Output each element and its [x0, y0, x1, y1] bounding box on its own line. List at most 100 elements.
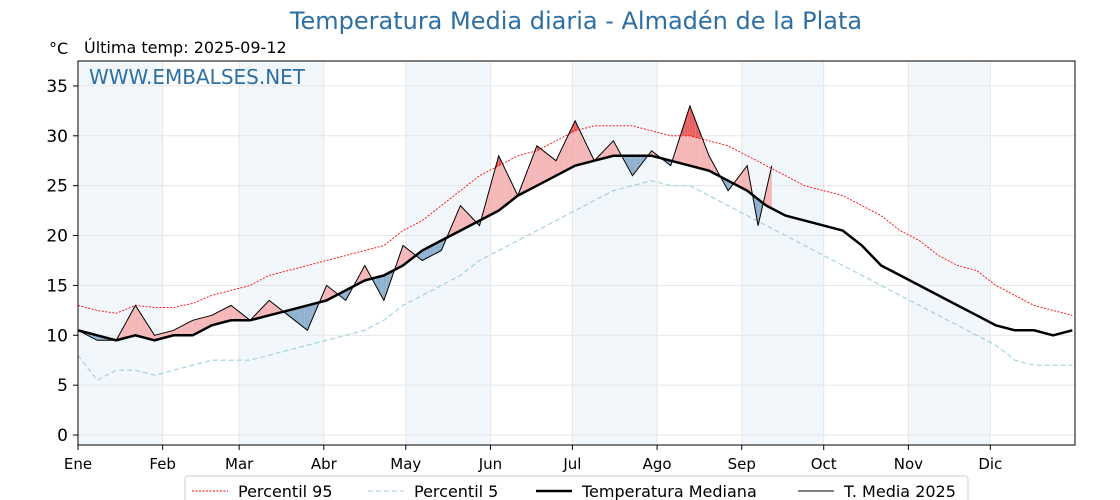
- warm-anomaly-fill: [359, 270, 363, 284]
- cool-anomaly-fill: [632, 155, 636, 176]
- warm-anomaly-fill: [214, 312, 218, 325]
- warm-anomaly-fill: [397, 253, 401, 269]
- warm-anomaly-fill: [766, 177, 770, 208]
- warm-anomaly-fill: [129, 310, 133, 337]
- x-tick-label: Dic: [978, 455, 1002, 473]
- warm-anomaly-fill: [504, 167, 507, 207]
- y-tick-label: 35: [46, 77, 68, 97]
- warm-anomaly-fill: [528, 160, 532, 190]
- warm-anomaly-fill: [613, 140, 617, 156]
- warm-anomaly-fill: [200, 317, 204, 332]
- warm-anomaly-fill: [271, 302, 275, 315]
- warm-anomaly-fill: [536, 145, 540, 186]
- warm-anomaly-fill: [269, 300, 272, 316]
- warm-anomaly-fill: [703, 141, 707, 171]
- cool-anomaly-fill: [640, 155, 644, 166]
- warm-anomaly-fill: [739, 172, 742, 188]
- cool-anomaly-fill: [755, 197, 759, 226]
- warm-anomaly-fill: [143, 318, 147, 339]
- warm-anomaly-fill: [580, 132, 584, 165]
- x-tick-label: Feb: [149, 455, 176, 473]
- warm-anomaly-fill: [140, 313, 144, 338]
- warm-anomaly-fill: [736, 176, 740, 187]
- warm-anomaly-fill: [520, 181, 524, 195]
- warm-anomaly-fill: [121, 325, 125, 339]
- warm-anomaly-fill: [228, 305, 231, 322]
- warm-anomaly-fill: [138, 309, 141, 337]
- warm-anomaly-fill: [463, 208, 466, 230]
- warm-anomaly-fill: [607, 143, 611, 158]
- cool-anomaly-fill: [378, 276, 382, 296]
- x-tick-label: Jun: [478, 455, 502, 473]
- month-bands: [78, 61, 991, 445]
- warm-anomaly-fill: [225, 306, 229, 322]
- warm-anomaly-fill: [118, 330, 122, 340]
- warm-anomaly-fill: [149, 326, 152, 340]
- warm-anomaly-fill: [329, 287, 333, 299]
- cool-anomaly-fill: [629, 155, 633, 176]
- warm-anomaly-fill: [547, 154, 551, 180]
- cool-anomaly-fill: [430, 244, 434, 257]
- legend-box: [184, 475, 969, 500]
- series-line-2025: [77, 104, 773, 341]
- warm-anomaly-fill: [577, 126, 581, 166]
- warm-anomaly-fill: [203, 316, 207, 330]
- warm-anomaly-fill: [187, 321, 190, 336]
- y-tick-label: 0: [57, 426, 68, 446]
- warm-anomaly-fill: [512, 184, 516, 200]
- warm-anomaly-fill: [135, 305, 139, 336]
- cool-anomaly-fill: [312, 303, 316, 318]
- x-tick-label: Ene: [64, 455, 92, 473]
- cool-anomaly-fill: [342, 290, 346, 301]
- warm-anomaly-fill: [566, 132, 570, 171]
- warm-anomaly-fill: [484, 195, 488, 218]
- legend-label: Percentil 95: [238, 482, 333, 500]
- cool-anomaly-fill: [422, 249, 425, 261]
- warm-anomaly-fill: [506, 172, 510, 205]
- cool-anomaly-fill: [375, 276, 379, 291]
- warm-anomaly-fill: [468, 214, 472, 227]
- extreme-warm-fill: [695, 120, 699, 138]
- warm-anomaly-fill: [509, 178, 513, 203]
- warm-anomaly-fill: [323, 285, 327, 302]
- cool-anomaly-fill: [627, 155, 630, 171]
- warm-anomaly-fill: [501, 161, 505, 209]
- warm-anomaly-fill: [572, 120, 576, 168]
- extreme-warm-fill: [572, 120, 576, 133]
- x-tick-label: Sep: [728, 455, 756, 473]
- cool-anomaly-fill: [424, 247, 428, 260]
- warm-anomaly-fill: [534, 145, 537, 188]
- plot-frame: [77, 60, 1076, 446]
- warm-anomaly-fill: [189, 320, 193, 336]
- y-tick-label: 15: [46, 276, 68, 296]
- warm-anomaly-fill: [400, 245, 404, 267]
- warm-anomaly-fill: [403, 245, 406, 266]
- warm-anomaly-fill: [569, 126, 573, 169]
- warm-anomaly-fill: [747, 165, 750, 193]
- watermark-text: WWW.EMBALSES.NET: [89, 65, 306, 89]
- warm-anomaly-fill: [616, 145, 619, 156]
- warm-anomaly-fill: [531, 152, 535, 189]
- cool-anomaly-fill: [386, 272, 390, 293]
- warm-anomaly-fill: [233, 307, 237, 321]
- legend-label: T. Media 2025: [843, 482, 956, 500]
- warm-anomaly-fill: [465, 211, 469, 228]
- warm-anomaly-fill: [495, 155, 499, 213]
- warm-anomaly-fill: [553, 158, 557, 178]
- cool-anomaly-fill: [624, 155, 628, 166]
- cool-anomaly-fill: [345, 288, 349, 301]
- warm-anomaly-fill: [561, 143, 565, 173]
- x-tick-label: Abr: [311, 455, 338, 473]
- warm-anomaly-fill: [266, 300, 270, 317]
- warm-anomaly-fill: [493, 165, 496, 214]
- warm-anomaly-fill: [192, 319, 196, 336]
- warm-anomaly-fill: [217, 311, 221, 324]
- cool-anomaly-fill: [304, 305, 308, 331]
- warm-anomaly-fill: [184, 323, 188, 336]
- series-line-percentil-95: [77, 125, 1073, 316]
- series-lines: [77, 104, 1073, 381]
- cool-anomaly-fill: [438, 240, 442, 252]
- warm-anomaly-fill: [564, 137, 567, 172]
- warm-anomaly-fill: [274, 304, 278, 314]
